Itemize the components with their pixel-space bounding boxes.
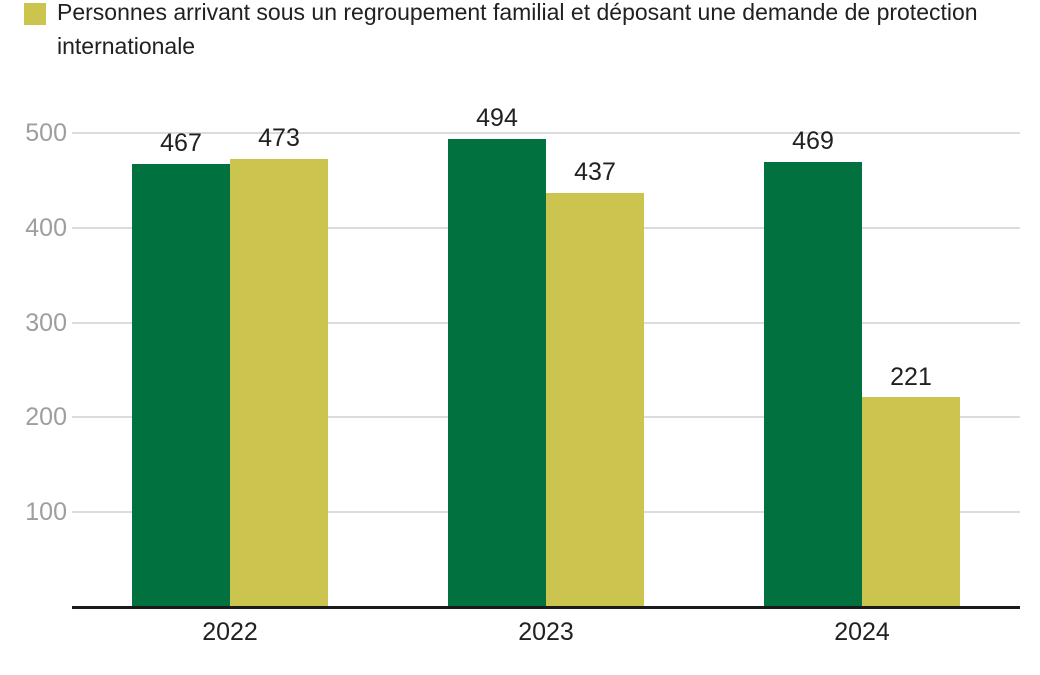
y-axis-tick-200: 200 (25, 403, 67, 432)
value-label-green-2022: 467 (160, 129, 202, 158)
y-axis-tick-400: 400 (25, 213, 67, 242)
legend-swatch (24, 3, 46, 25)
value-label-yellow-2024: 221 (890, 362, 932, 391)
bar-green-2023[interactable] (448, 138, 546, 607)
value-label-yellow-2023: 437 (574, 157, 616, 186)
gridline-500 (72, 132, 1020, 134)
x-axis-line (72, 606, 1020, 609)
y-axis-tick-500: 500 (25, 119, 67, 147)
bar-green-2024[interactable] (764, 162, 862, 607)
bar-yellow-2022[interactable] (230, 158, 328, 607)
y-axis-tick-300: 300 (25, 308, 67, 337)
x-axis-label-2022: 2022 (202, 618, 258, 646)
bar-green-2022[interactable] (132, 164, 230, 607)
y-axis-tick-100: 100 (25, 498, 67, 527)
value-label-green-2024: 469 (792, 127, 834, 156)
x-axis-label-2023: 2023 (518, 618, 574, 646)
legend-label-line-2: internationale (57, 33, 196, 59)
bar-yellow-2023[interactable] (546, 192, 644, 607)
legend-label-line-1: Personnes arrivant sous un regroupement … (57, 0, 978, 25)
value-label-green-2023: 494 (476, 103, 518, 132)
value-label-yellow-2022: 473 (258, 123, 300, 152)
bar-yellow-2024[interactable] (862, 397, 960, 607)
x-axis-label-2024: 2024 (834, 618, 890, 646)
legend-label: Personnes arrivant sous un regroupement … (57, 0, 1027, 63)
